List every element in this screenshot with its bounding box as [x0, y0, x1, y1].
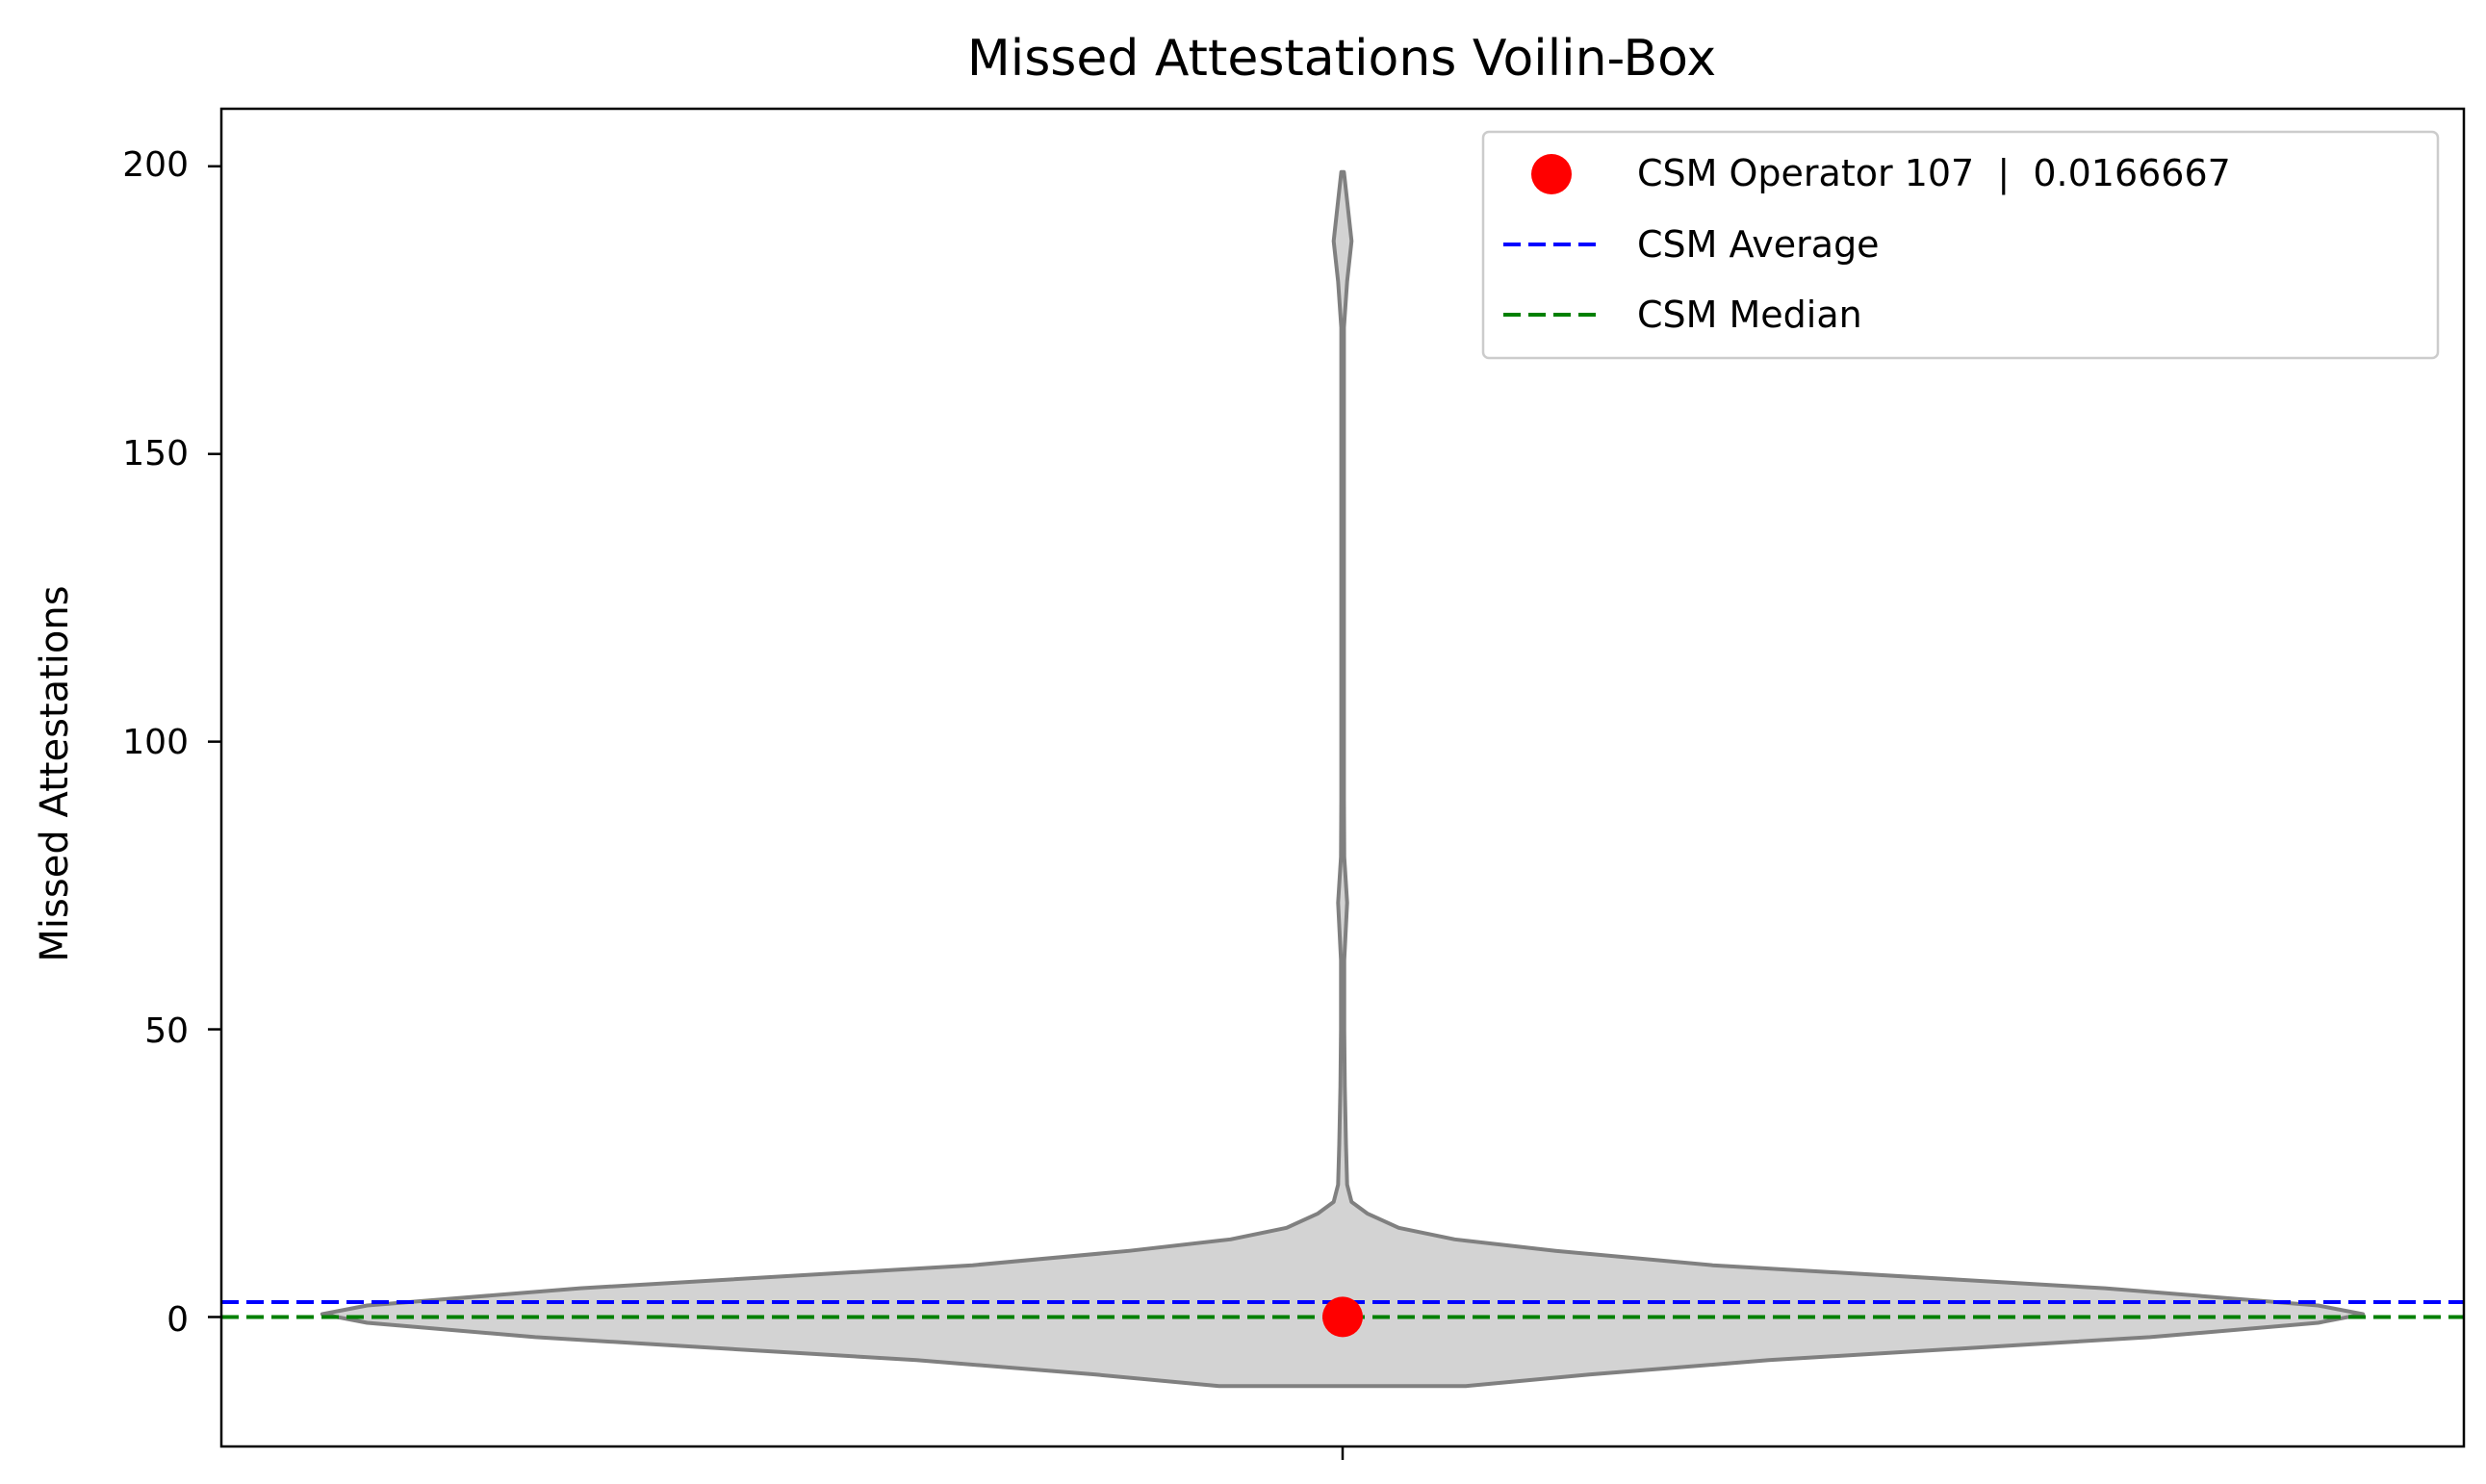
- legend-average-label: CSM Average: [1637, 223, 1880, 266]
- legend-box: [1481, 130, 2440, 360]
- legend-operator-marker: [1531, 154, 1572, 194]
- legend: CSM Operator 107 | 0.0166667 CSM Average…: [1481, 130, 2440, 360]
- y-axis-label: Missed Attestations: [33, 585, 77, 961]
- y-tick-labels: 0 50 100 150 200: [122, 145, 189, 1340]
- y-tick-label: 50: [144, 1011, 189, 1051]
- y-tick-label: 200: [122, 145, 189, 185]
- y-tick-label: 0: [167, 1300, 189, 1340]
- violin-body: [320, 169, 2366, 1389]
- y-tick-label: 100: [122, 723, 189, 762]
- legend-median-label: CSM Median: [1637, 294, 1862, 336]
- y-tick-label: 150: [122, 434, 189, 473]
- chart-title: Missed Attestations Voilin-Box: [967, 30, 1716, 88]
- y-tick-marks: [208, 165, 221, 1318]
- plot-area: [221, 169, 2464, 1389]
- operator-point: [1322, 1296, 1363, 1338]
- legend-operator-label: CSM Operator 107 | 0.0166667: [1637, 152, 2231, 195]
